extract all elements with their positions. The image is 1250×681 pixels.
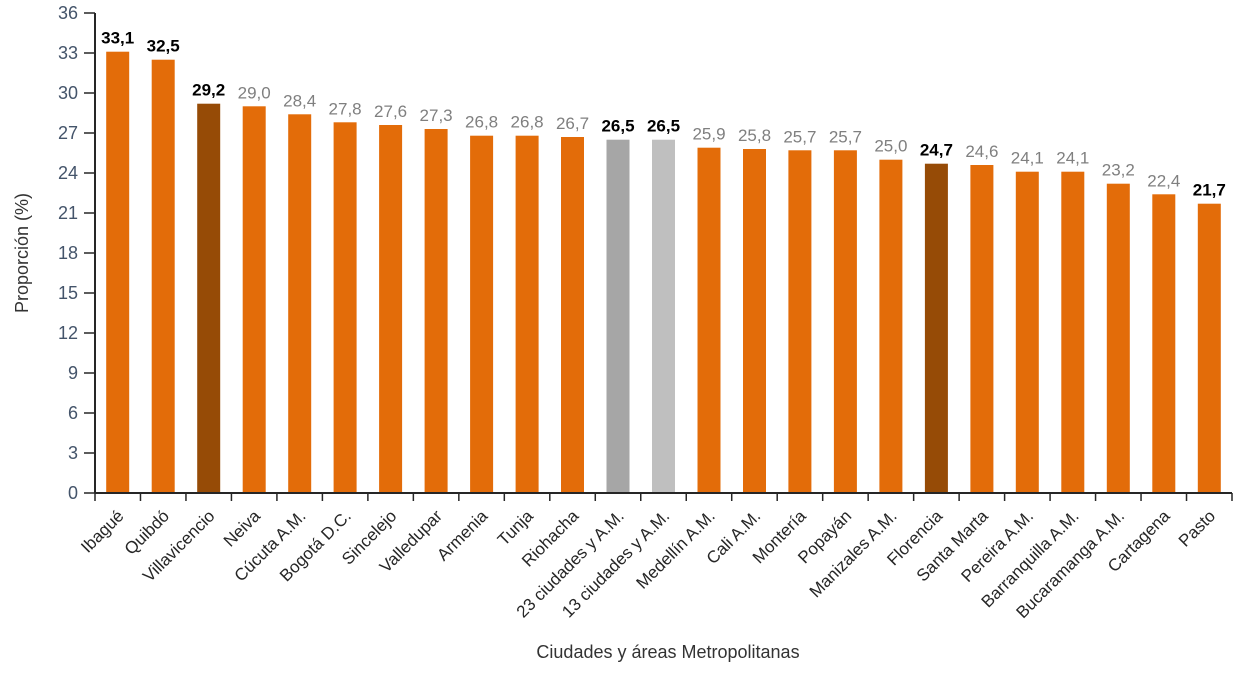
bar-value-label: 27,8 [329,99,362,118]
bar-value-label: 21,7 [1193,181,1226,200]
bar [743,149,766,493]
x-tick-label: Ibagué [77,506,127,556]
bar [697,147,721,493]
y-tick-label: 30 [58,83,78,103]
bar-value-label: 32,5 [147,37,180,56]
x-tick-label: Armenia [433,506,492,565]
y-tick-label: 15 [58,283,78,303]
bar [333,122,357,494]
bar [515,135,539,493]
bar [652,139,675,493]
bar-value-label: 22,4 [1147,171,1180,190]
value-labels-layer: 33,1 32,5 29,2 29,0 28,4 27,8 27,6 27,3 26,8 26,8… [101,29,1226,200]
bar [1106,183,1130,493]
bars-layer [106,51,1221,494]
bar-value-label: 24,1 [1011,149,1044,168]
bar [1197,203,1221,493]
bar [924,163,948,493]
bar-value-label: 26,8 [465,113,498,132]
bar [606,139,630,493]
bar [970,165,994,493]
y-tick-label: 9 [68,363,78,383]
bar-value-label: 33,1 [101,29,134,48]
bar [1152,194,1176,494]
bar [106,51,130,493]
bar-value-label: 27,6 [374,102,407,121]
bar-value-label: 24,1 [1056,149,1089,168]
y-tick-label: 21 [58,203,78,223]
bar [288,114,312,494]
bar-value-label: 25,7 [829,127,862,146]
y-tick-label: 6 [68,403,78,423]
bar [197,103,221,493]
x-tick-label: Tunja [494,506,537,549]
bar [424,129,448,493]
bar-value-label: 27,3 [420,106,453,125]
y-tick-label: 27 [58,123,78,143]
y-tick-label: 33 [58,43,78,63]
x-tick-label: Pasto [1175,506,1219,550]
bar [470,135,494,493]
bar [788,150,812,494]
y-tick-label: 0 [68,483,78,503]
bar-value-label: 26,5 [601,117,634,136]
bar [1061,171,1085,493]
x-tick-label: Medellín A.M. [633,506,719,592]
bar [879,159,903,493]
bar [833,150,857,494]
bar-value-label: 29,0 [238,83,271,102]
y-tick-label: 18 [58,243,78,263]
bar-value-label: 25,8 [738,126,771,145]
bar-value-label: 24,7 [920,141,953,160]
bar-value-label: 25,0 [874,137,907,156]
bar-value-label: 29,2 [192,81,225,100]
y-axis-title: Proporción (%) [12,193,32,313]
y-tick-label: 24 [58,163,78,183]
y-tick-label: 3 [68,443,78,463]
bar [242,106,266,494]
bar-value-label: 23,2 [1102,161,1135,180]
y-tick-label: 12 [58,323,78,343]
bar-value-label: 28,4 [283,91,316,110]
bar-value-label: 24,6 [965,142,998,161]
bar-value-label: 26,5 [647,117,680,136]
bar [561,137,584,493]
bar-value-label: 26,7 [556,114,589,133]
bar-value-label: 25,9 [692,125,725,144]
y-tick-label: 36 [58,3,78,23]
bar [1015,171,1039,493]
bar [151,59,175,493]
x-axis-title: Ciudades y áreas Metropolitanas [536,642,799,662]
bar-value-label: 26,8 [511,113,544,132]
bar [379,125,403,493]
bar-value-label: 25,7 [783,127,816,146]
